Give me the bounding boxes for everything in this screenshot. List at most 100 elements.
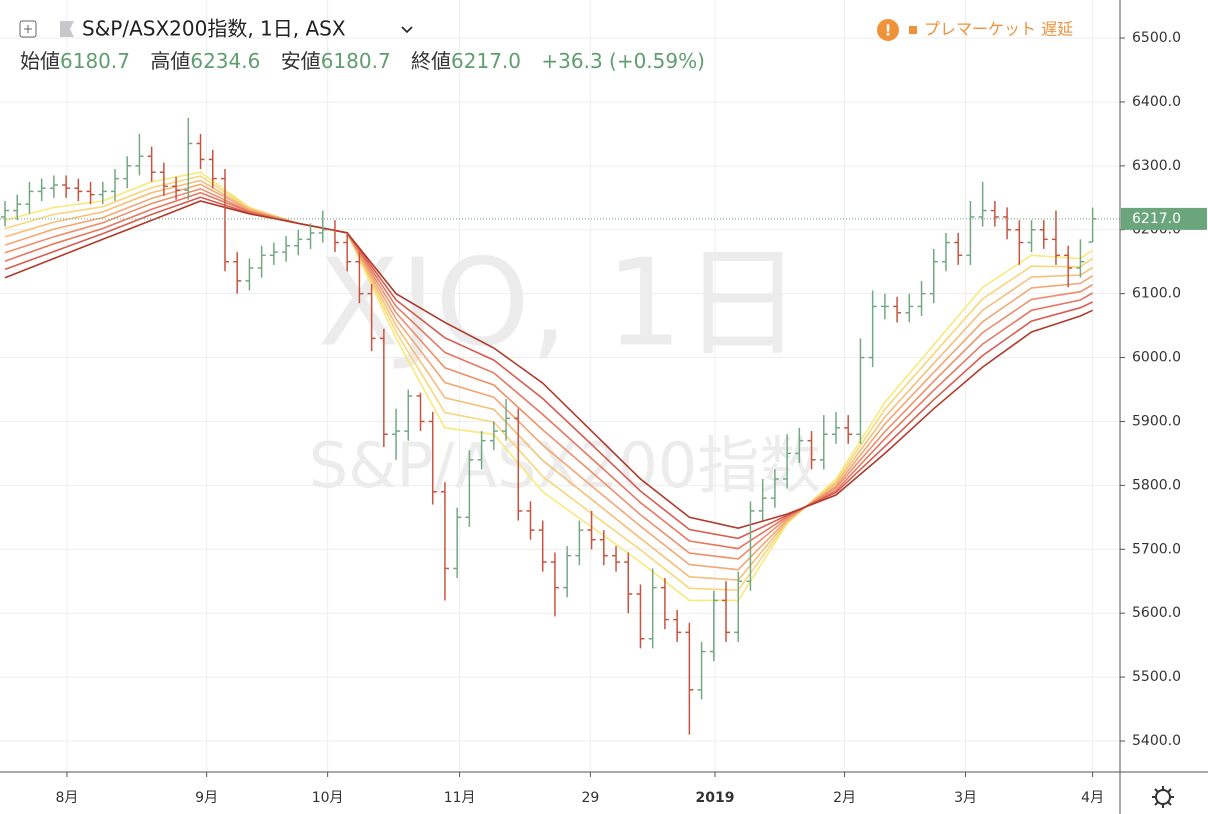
status-dot: [909, 26, 917, 34]
ohlc-bar: [758, 478, 767, 521]
y-tick-label: 5500.0: [1132, 669, 1181, 685]
axes: 5400.0 5500.0 5600.0 5700.0 5800.0 5900.0 6000…: [56, 30, 1207, 806]
dropdown-icon[interactable]: [401, 26, 413, 34]
ohlc-bar: [1076, 239, 1085, 278]
ohlc-bar: [135, 133, 144, 176]
ohlc-bar: [893, 296, 902, 323]
ohlc-bar: [954, 232, 963, 265]
low-text: 安値: [281, 49, 321, 73]
y-tick-label: 6400.0: [1132, 94, 1181, 110]
y-tick-label: 6100.0: [1132, 286, 1181, 302]
ohlc-bar: [172, 176, 181, 200]
ohlc-bar: [514, 408, 523, 521]
ohlc-bar: [660, 578, 669, 630]
ohlc-bar: [440, 482, 449, 601]
ohlc-bar: [575, 520, 584, 566]
ohlc-bar: [868, 290, 877, 368]
ohlc-bar: [74, 178, 83, 201]
ohlc-bar: [318, 210, 327, 243]
ohlc-bar: [770, 469, 779, 508]
ohlc-values: 始値6180.7 高値6234.6 安値6180.7 終値6217.0 +36.…: [20, 49, 705, 73]
ohlc-bar: [404, 389, 413, 441]
ohlc-bar: [49, 175, 58, 198]
ohlc-bar: [1039, 220, 1048, 249]
status-text: プレマーケット 遅延: [924, 20, 1073, 39]
ohlc-bar: [697, 641, 706, 700]
ohlc-bar: [685, 622, 694, 735]
high-text: 高値: [150, 49, 190, 73]
ohlc-bar: [1, 200, 10, 227]
ohlc-bar: [86, 181, 95, 205]
ohlc-bar: [489, 421, 498, 451]
last-price-label: 6217.0: [1132, 211, 1181, 227]
change-value: +36.3 (+0.59%): [541, 49, 705, 73]
ohlc-bar: [941, 232, 950, 272]
ohlc-bar: [453, 507, 462, 579]
x-tick-label: 2月: [833, 790, 856, 806]
x-tick-label: 2019: [696, 790, 735, 806]
moving-average-line: [4, 171, 1094, 602]
y-tick-label: 5800.0: [1132, 477, 1181, 493]
x-tick-label: 9月: [195, 790, 218, 806]
ohlc-bar: [795, 427, 804, 464]
ohlc-bar: [856, 338, 865, 444]
high-value: 6234.6: [190, 49, 260, 73]
watermark: XJO, 1日: [318, 235, 803, 374]
ohlc-bar: [196, 133, 205, 170]
symbol-title[interactable]: S&P/ASX200指数, 1日, ASX: [82, 17, 346, 41]
ohlc-bar: [233, 252, 242, 294]
ohlc-bar: [245, 258, 254, 291]
ohlc-bar: [184, 117, 193, 200]
y-tick-label: 6000.0: [1132, 350, 1181, 366]
ohlc-bar: [62, 175, 71, 198]
ohlc-bar: [355, 252, 364, 304]
moving-average-line: [4, 196, 1093, 540]
moving-average-line: [4, 183, 1094, 571]
low-value: 6180.7: [321, 49, 391, 73]
ohlc-bar: [428, 411, 437, 505]
watermark-sub: S&P/ASX200指数: [309, 429, 822, 502]
ohlc-bar: [269, 242, 278, 265]
ohlc-bar: [734, 571, 743, 642]
ohlc-bar: [636, 584, 645, 649]
open-value: 6180.7: [60, 49, 130, 73]
ohlc-bar: [905, 293, 914, 323]
ohlc-bar: [1027, 220, 1036, 253]
ohlc-bar: [220, 169, 229, 272]
grid: [0, 0, 1120, 772]
ohlc-bar: [147, 146, 156, 182]
collapse-button[interactable]: [19, 20, 37, 38]
settings-button[interactable]: [1152, 786, 1174, 808]
plot: [0, 117, 1120, 735]
ohlc-bar: [25, 181, 34, 214]
ohlc-bar: [502, 399, 511, 441]
ohlc-bar: [257, 245, 266, 278]
ohlc-bar: [550, 552, 559, 617]
ohlc-bar: [159, 162, 168, 196]
y-tick-label: 6300.0: [1132, 158, 1181, 174]
flag-icon: [60, 21, 74, 37]
last-price-tag: [1121, 207, 1207, 230]
x-tick-label: 29: [581, 790, 599, 806]
x-tick-label: 11月: [444, 790, 476, 806]
ohlc-bar: [294, 229, 303, 256]
ohlc-bar: [330, 220, 339, 253]
ohlc-bar: [624, 552, 633, 614]
ohlc-bar: [966, 200, 975, 265]
ohlc-bar: [465, 450, 474, 527]
ohlc-bar: [208, 149, 217, 189]
moving-average-line: [4, 179, 1094, 581]
y-tick-label: 5700.0: [1132, 541, 1181, 557]
legend-header: S&P/ASX200指数, 1日, ASX 始値6180.7 高値6234.6 …: [19, 17, 705, 73]
ohlc-bar: [807, 431, 816, 470]
moving-average-line: [4, 187, 1093, 560]
ohlc-bar: [990, 200, 999, 227]
y-tick-label: 5400.0: [1132, 733, 1181, 749]
ohlc-bar: [526, 501, 535, 540]
ohlc-bar: [1015, 220, 1024, 265]
market-status[interactable]: ! プレマーケット 遅延: [877, 19, 1073, 41]
ohlc-bar: [98, 181, 107, 205]
ohlc-bar: [612, 546, 621, 572]
x-tick-label: 10月: [312, 790, 344, 806]
